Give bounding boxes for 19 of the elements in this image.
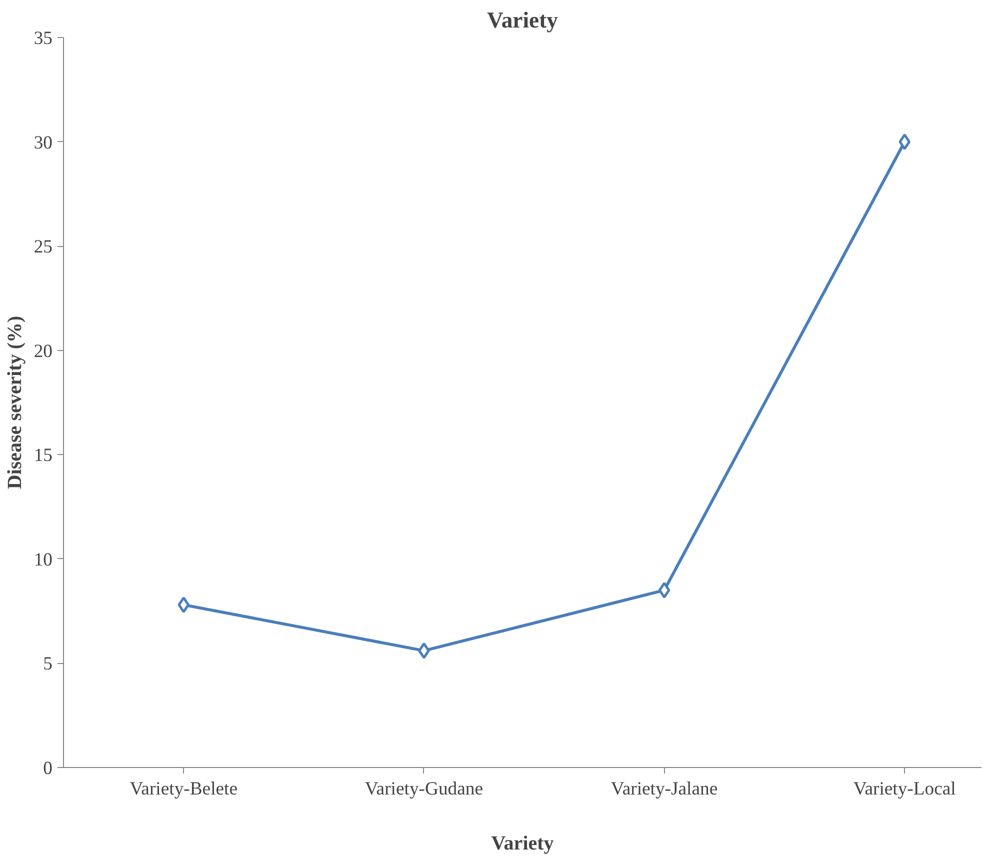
point xyxy=(178,596,190,614)
y-axis-title: Disease severity (%) xyxy=(4,316,26,490)
x-axis-title: Variety xyxy=(491,832,554,854)
y-tick-label: 0 xyxy=(43,758,52,779)
y-tick-label: 5 xyxy=(43,654,52,675)
y-tick-label: 35 xyxy=(34,28,52,49)
x-tick-label: Variety-Gudane xyxy=(364,778,484,800)
point xyxy=(418,642,430,659)
y-tick-label: 25 xyxy=(34,236,52,258)
x-tick-label: Variety-Jalane xyxy=(610,778,718,800)
y-tick-label: 20 xyxy=(34,340,52,362)
x-tick-label: Variety-Local xyxy=(853,778,956,800)
y-tick-label: 30 xyxy=(34,132,52,154)
x-tick-label: Variety-Belete xyxy=(130,778,238,800)
point xyxy=(898,134,911,150)
point xyxy=(658,582,670,598)
chart-title: Variety xyxy=(487,8,559,32)
y-tick-label: 10 xyxy=(34,549,52,570)
y-tick-label: 15 xyxy=(34,445,52,466)
